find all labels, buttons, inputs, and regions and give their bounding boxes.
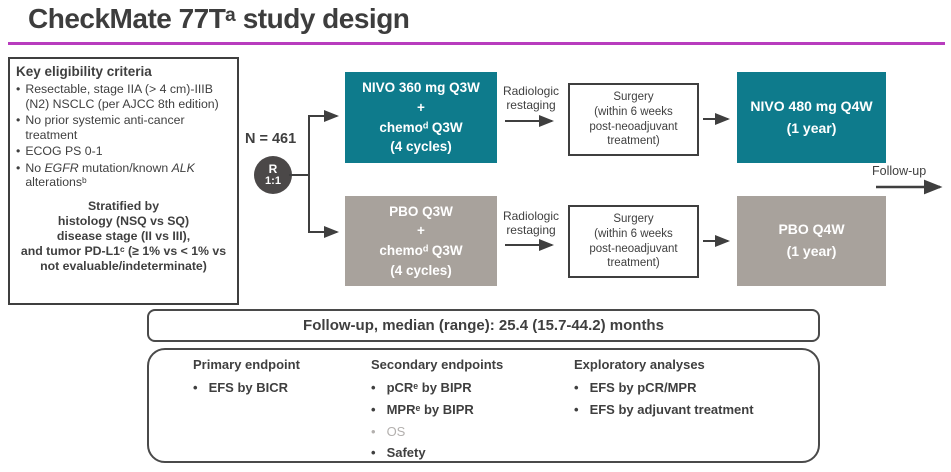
eligibility-heading: Key eligibility criteria — [16, 64, 152, 79]
exploratory-analyses-heading: Exploratory analyses — [574, 357, 705, 372]
endpoint-item-text: EFS by BICR — [208, 380, 289, 395]
eligibility-criteria-box: Key eligibility criteria • Resectable, s… — [8, 57, 239, 305]
randomization-ratio: 1:1 — [265, 174, 281, 187]
secondary-endpoints-list: • pCRᵉ by BIPR • MPRᵉ by BIPR • OS • Saf… — [371, 377, 503, 464]
endpoint-item-pcr: • pCRᵉ by BIPR — [371, 377, 503, 399]
eligibility-item-mutations: • No EGFR mutation/known ALK alterations… — [16, 161, 231, 190]
bullet-icon: • — [16, 82, 21, 96]
bullet-icon: • — [16, 160, 21, 175]
nivo-surgery-box: Surgery (within 6 weeks post-neoadjuvant… — [568, 83, 699, 156]
endpoint-item-text: EFS by adjuvant treatment — [589, 401, 754, 417]
pbo-restaging-label: Radiologic restaging — [502, 209, 560, 237]
bullet-icon: • — [574, 380, 579, 395]
endpoint-item-text: MPRᵉ by BIPR — [386, 401, 474, 417]
stratification-note: Stratified by histology (NSQ vs SQ) dise… — [20, 198, 227, 273]
followup-median-bar: Follow-up, median (range): 25.4 (15.7-44… — [147, 309, 820, 342]
endpoint-item-mpr: • MPRᵉ by BIPR — [371, 399, 503, 421]
endpoint-item-os: • OS — [371, 421, 503, 443]
sample-size-label: N = 461 — [245, 131, 297, 147]
endpoint-item-efs-pcr-mpr: • EFS by pCR/MPR — [574, 377, 754, 399]
eligibility-item-ecog: • ECOG PS 0-1 — [16, 144, 231, 159]
eligibility-item-text: ECOG PS 0-1 — [25, 144, 103, 158]
endpoint-item-efs-bicr: • EFS by BICR — [193, 377, 300, 399]
bullet-icon: • — [371, 401, 376, 417]
eligibility-list: • Resectable, stage IIA (> 4 cm)-IIIB (N… — [16, 82, 231, 190]
nivo-adjuvant-box: NIVO 480 mg Q4W (1 year) — [737, 72, 886, 163]
exploratory-analyses-column: Exploratory analyses • EFS by pCR/MPR • … — [574, 357, 754, 421]
pbo-adjuvant-box: PBO Q4W (1 year) — [737, 196, 886, 286]
endpoint-item-safety: • Safety — [371, 442, 503, 464]
pbo-surgery-box: Surgery (within 6 weeks post-neoadjuvant… — [568, 205, 699, 278]
exploratory-analyses-list: • EFS by pCR/MPR • EFS by adjuvant treat… — [574, 377, 754, 421]
eligibility-item-no-prior-treatment: • No prior systemic anti-cancer treatmen… — [16, 113, 231, 142]
bullet-icon: • — [16, 113, 21, 127]
endpoint-item-text: pCRᵉ by BIPR — [386, 380, 472, 395]
pbo-induction-box: PBO Q3W + chemoᵈ Q3W (4 cycles) — [345, 196, 497, 286]
endpoint-item-text: OS — [386, 423, 406, 439]
endpoint-item-text: EFS by pCR/MPR — [589, 380, 697, 395]
eligibility-item-text: No EGFR mutation/known ALK alterationsᵇ — [25, 160, 195, 190]
bullet-icon: • — [371, 380, 376, 395]
randomization-r: R — [268, 161, 278, 176]
endpoints-box: Primary endpoint • EFS by BICR Secondary… — [147, 348, 820, 463]
bullet-icon: • — [371, 423, 376, 439]
eligibility-item-text: No prior systemic anti-cancer treatment — [25, 113, 185, 142]
eligibility-item-text: Resectable, stage IIA (> 4 cm)-IIIB (N2)… — [25, 82, 219, 111]
nivo-induction-box: NIVO 360 mg Q3W + chemoᵈ Q3W (4 cycles) — [345, 72, 497, 163]
gene-egfr: EGFR — [44, 160, 79, 175]
followup-label: Follow-up — [872, 164, 927, 178]
bullet-icon: • — [574, 401, 579, 417]
bullet-icon: • — [371, 445, 376, 461]
gene-alk: ALK — [171, 160, 195, 175]
endpoint-item-text: Safety — [386, 445, 426, 461]
primary-endpoint-heading: Primary endpoint — [193, 357, 300, 372]
randomization-circle: R 1:1 — [254, 156, 292, 194]
title-accent-rule — [8, 42, 945, 45]
bullet-icon: • — [193, 380, 198, 395]
bullet-icon: • — [16, 144, 21, 158]
slide-title: CheckMate 77Tᵃ study design — [28, 3, 410, 34]
primary-endpoint-list: • EFS by BICR — [193, 377, 300, 399]
secondary-endpoints-column: Secondary endpoints • pCRᵉ by BIPR • MPR… — [371, 357, 503, 464]
primary-endpoint-column: Primary endpoint • EFS by BICR — [193, 357, 300, 399]
nivo-restaging-label: Radiologic restaging — [502, 84, 560, 112]
endpoint-item-efs-adjuvant: • EFS by adjuvant treatment — [574, 399, 754, 421]
secondary-endpoints-heading: Secondary endpoints — [371, 357, 504, 372]
eligibility-item-resectable: • Resectable, stage IIA (> 4 cm)-IIIB (N… — [16, 82, 231, 111]
